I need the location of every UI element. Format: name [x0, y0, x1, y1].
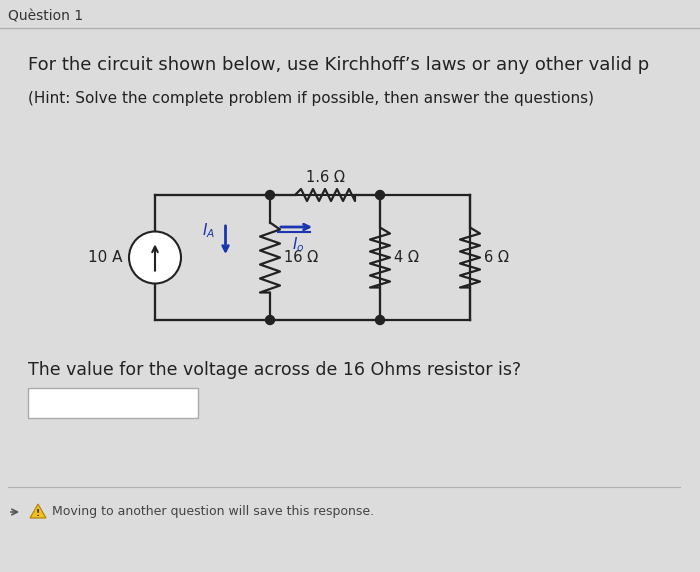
- Polygon shape: [30, 504, 46, 518]
- Bar: [155, 195, 380, 320]
- Text: The value for the voltage across de 16 Ohms resistor is?: The value for the voltage across de 16 O…: [28, 361, 521, 379]
- Text: !: !: [36, 509, 40, 518]
- Text: Quèstion 1: Quèstion 1: [8, 9, 83, 23]
- Text: 10 A: 10 A: [88, 250, 123, 265]
- Bar: [28, 388, 198, 418]
- Circle shape: [265, 190, 274, 200]
- Circle shape: [265, 316, 274, 324]
- Text: 1.6 Ω: 1.6 Ω: [306, 169, 344, 185]
- Circle shape: [375, 190, 384, 200]
- Text: 6 Ω: 6 Ω: [484, 250, 509, 265]
- Circle shape: [375, 316, 384, 324]
- Circle shape: [129, 232, 181, 284]
- Text: 16 Ω: 16 Ω: [284, 250, 318, 265]
- Text: $I_o$: $I_o$: [292, 236, 304, 255]
- Text: 4 Ω: 4 Ω: [394, 250, 419, 265]
- Text: Moving to another question will save this response.: Moving to another question will save thi…: [52, 506, 374, 518]
- Text: For the circuit shown below, use Kirchhoff’s laws or any other valid p: For the circuit shown below, use Kirchho…: [28, 56, 650, 74]
- Text: $I_A$: $I_A$: [202, 221, 216, 240]
- Text: (Hint: Solve the complete problem if possible, then answer the questions): (Hint: Solve the complete problem if pos…: [28, 90, 594, 105]
